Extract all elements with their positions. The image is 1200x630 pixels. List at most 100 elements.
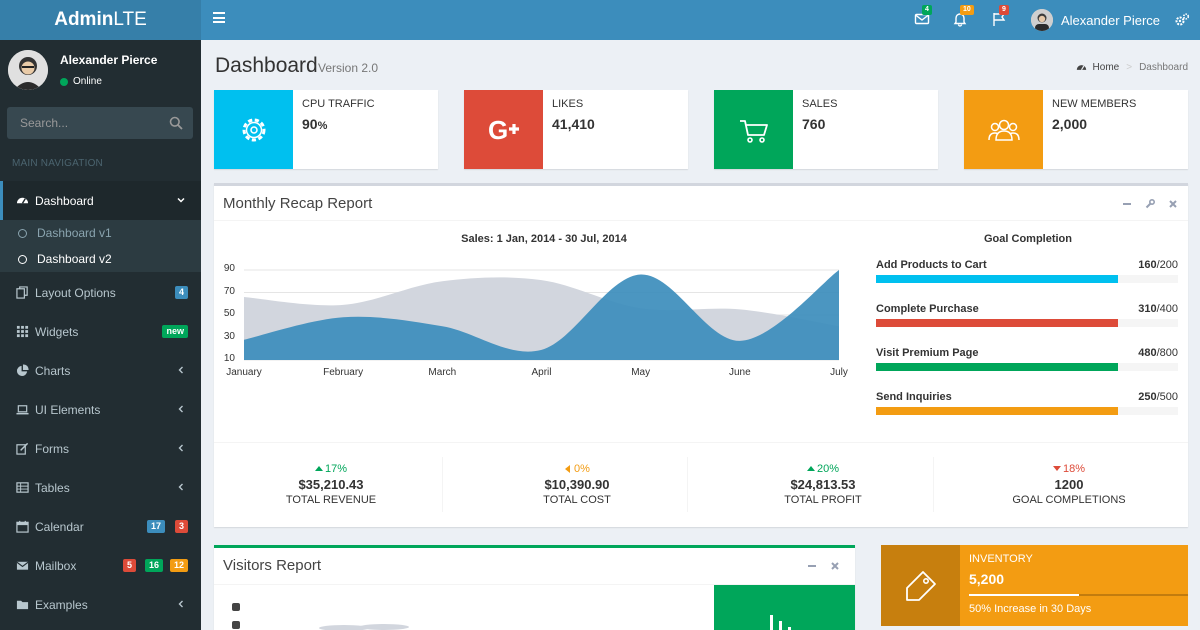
kpi-percentage: 0% <box>457 463 697 475</box>
search-button[interactable] <box>169 116 183 130</box>
box-header-divider <box>214 584 855 585</box>
goal-progress <box>876 319 1178 327</box>
sidebar-item-examples[interactable]: Examples <box>0 585 201 624</box>
kpi-item: 0% $10,390.90 TOTAL COST <box>457 463 697 506</box>
kpi-percentage: 20% <box>703 463 943 475</box>
kpi-label: TOTAL REVENUE <box>285 494 377 506</box>
sidebar-item-tables[interactable]: Tables <box>0 468 201 507</box>
goal-label: Add Products to Cart <box>876 259 987 271</box>
sidebar-item-label: Widgets <box>35 324 79 339</box>
x-tick-label: February <box>323 367 364 378</box>
google-plus-icon: G <box>488 115 519 145</box>
caret-left-icon <box>565 465 571 473</box>
inventory-label: INVENTORY <box>969 553 1033 565</box>
goal-value: 310/400 <box>1138 303 1178 315</box>
sidebar-item-label: Calendar <box>35 519 84 534</box>
ib-icon-bg <box>881 545 960 626</box>
ib-icon-bg <box>214 90 293 169</box>
page-title: Dashboard <box>215 54 318 77</box>
bar-chart-icon <box>770 615 791 630</box>
messages-button[interactable]: 4 <box>914 5 932 27</box>
search-icon <box>169 116 183 130</box>
sidebar-item-forms[interactable]: Forms <box>0 429 201 468</box>
sidebar-item-label: Dashboard v1 <box>37 226 112 240</box>
layout-badge: 4 <box>174 286 188 299</box>
sidebar-item-label: UI Elements <box>35 402 101 417</box>
sidebar-item-dashboard-v2[interactable]: Dashboard v2 <box>0 246 201 272</box>
visitors-report-box: Visitors Report <box>214 545 855 630</box>
sidebar-item-calendar[interactable]: Calendar 17 3 <box>0 507 201 546</box>
map-zoom-out-button[interactable] <box>232 621 240 629</box>
series-area-2 <box>244 270 839 360</box>
sidebar-item-dashboard[interactable]: Dashboard <box>0 181 201 220</box>
sidebar-search <box>7 107 193 139</box>
goal-item: Visit Premium Page 480/800 <box>876 347 1178 377</box>
avatar <box>1031 9 1053 31</box>
y-tick-label: 30 <box>223 330 235 342</box>
goal-item: Add Products to Cart 160/200 <box>876 259 1178 289</box>
goal-value: 160/200 <box>1138 259 1178 271</box>
widgets-badge: new <box>162 325 188 338</box>
sidebar-item-mailbox[interactable]: Mailbox 5 16 12 <box>0 546 201 585</box>
breadcrumb-home-link[interactable]: Home <box>1092 62 1120 73</box>
user-menu[interactable]: Alexander Pierce <box>1031 8 1160 32</box>
map-zoom-in-button[interactable] <box>232 603 240 611</box>
inventory-progress <box>969 594 1188 596</box>
x-tick-label: April <box>531 367 552 378</box>
goal-value: 250/500 <box>1138 391 1178 403</box>
chevron-left-icon <box>178 405 183 413</box>
kpi-amount: $10,390.90 <box>544 477 610 492</box>
control-sidebar-button[interactable] <box>1174 12 1190 28</box>
search-input[interactable] <box>7 107 157 139</box>
cpu-unit: % <box>317 120 328 132</box>
kpi-divider <box>933 457 934 512</box>
folder-icon <box>15 598 29 612</box>
calendar-badge: 17 <box>146 520 165 533</box>
close-button[interactable] <box>1168 199 1178 209</box>
goal-progress-fill <box>876 363 1118 371</box>
sidebar-item-layout-options[interactable]: Layout Options 4 <box>0 273 201 312</box>
circle-icon <box>18 228 27 238</box>
settings-button[interactable] <box>1145 199 1155 209</box>
sidebar-item-label: Mailbox <box>35 558 77 573</box>
kpi-item: 18% 1200 GOAL COMPLETIONS <box>949 463 1189 506</box>
sidebar-item-charts[interactable]: Charts <box>0 351 201 390</box>
goal-label: Visit Premium Page <box>876 347 979 359</box>
collapse-button[interactable] <box>1122 199 1132 209</box>
x-tick-label: March <box>428 367 457 378</box>
tasks-button[interactable]: 9 <box>991 5 1009 27</box>
mailbox-badge: 12 <box>169 559 188 572</box>
info-box-cpu-traffic: CPU TRAFFIC 90% <box>214 90 438 169</box>
users-icon <box>987 119 1020 141</box>
goal-progress <box>876 363 1178 371</box>
sidebar-item-widgets[interactable]: Widgets new <box>0 312 201 351</box>
minus-icon <box>1123 203 1131 205</box>
inventory-description: 50% Increase in 30 Days <box>969 603 1092 615</box>
inventory-progress-fill <box>969 594 1079 596</box>
box-tools <box>807 561 840 571</box>
x-tick-label: January <box>226 367 262 378</box>
goal-value: 480/800 <box>1138 347 1178 359</box>
notifications-button[interactable]: 10 <box>952 5 974 27</box>
sidebar: Alexander Pierce Online MAIN NAVIGATION … <box>0 40 201 630</box>
mailbox-badge: 16 <box>144 559 163 572</box>
info-box-value: 2,000 <box>1052 116 1088 132</box>
tasks-badge: 9 <box>999 5 1009 15</box>
sidebar-toggle-icon[interactable] <box>213 12 225 23</box>
pie-chart-icon <box>15 364 29 378</box>
logo[interactable]: AdminLTE <box>0 0 201 40</box>
sidebar-item-label: Charts <box>35 363 71 378</box>
chart-title: Sales: 1 Jan, 2014 - 30 Jul, 2014 <box>461 233 627 245</box>
table-icon <box>15 481 29 495</box>
calendar-badge: 3 <box>174 520 188 533</box>
collapse-button[interactable] <box>807 561 817 571</box>
circle-icon <box>18 254 27 264</box>
close-icon <box>1169 200 1177 208</box>
x-tick-label: June <box>728 367 751 378</box>
sidebar-item-ui-elements[interactable]: UI Elements <box>0 390 201 429</box>
nav-header: MAIN NAVIGATION <box>12 158 103 169</box>
sidebar-item-dashboard-v1[interactable]: Dashboard v1 <box>0 220 201 246</box>
close-button[interactable] <box>830 561 840 571</box>
y-tick-label: 90 <box>223 263 235 274</box>
box-tools <box>1122 199 1178 209</box>
